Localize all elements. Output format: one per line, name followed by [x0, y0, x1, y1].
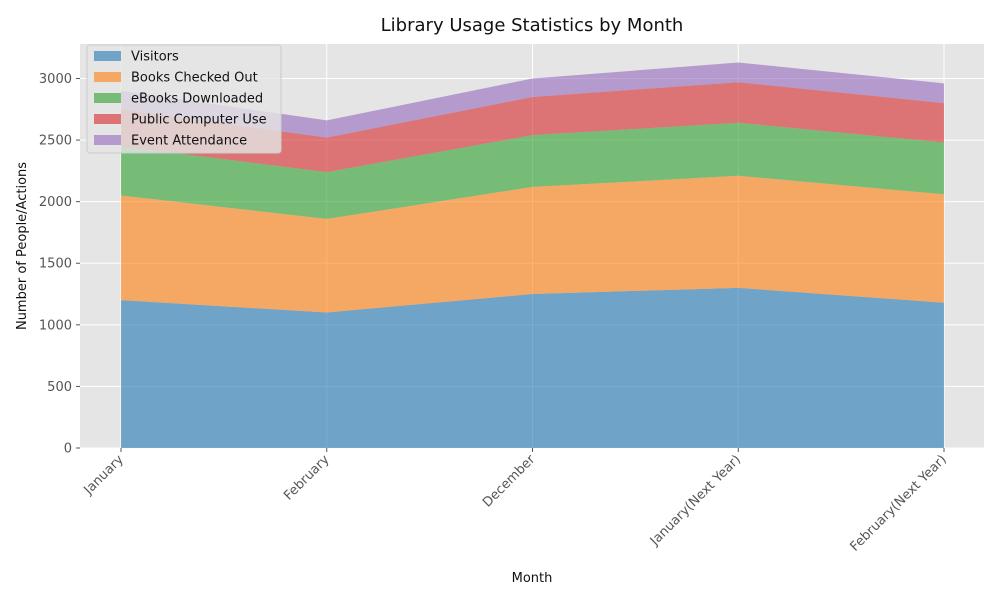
legend-label-public-computer-use: Public Computer Use [131, 113, 267, 128]
legend-label-visitors: Visitors [131, 50, 179, 65]
legend-label-ebooks-downloaded: eBooks Downloaded [131, 92, 263, 107]
legend-swatch-books-checked-out [94, 72, 121, 82]
area-event-attendance [121, 62, 944, 138]
x-tick-label: February(Next Year) [848, 452, 950, 554]
legend-swatch-visitors [94, 51, 121, 61]
y-tick-label: 2000 [39, 195, 72, 210]
legend-label-books-checked-out: Books Checked Out [131, 71, 258, 86]
legend: Visitors Books Checked Out eBooks Download… [86, 44, 282, 154]
y-axis-title: Number of People/Actions [15, 162, 30, 330]
legend-swatch-ebooks-downloaded [94, 93, 121, 103]
y-tick-label: 1000 [39, 318, 72, 333]
area-visitors [121, 287, 944, 448]
area-ebooks-downloaded [121, 122, 944, 219]
legend-label-event-attendance: Event Attendance [131, 134, 247, 149]
chart-title: Library Usage Statistics by Month [381, 15, 684, 36]
x-tick-label: January [81, 452, 127, 498]
area-books-checked-out [121, 175, 944, 313]
y-tick-label: 1500 [39, 257, 72, 272]
area-public-computer-use [121, 82, 944, 173]
x-tick-label: December [480, 452, 539, 511]
x-tick-label: February [281, 452, 333, 504]
legend-swatch-public-computer-use [94, 114, 121, 124]
y-tick-label: 500 [47, 380, 72, 395]
y-tick-label: 0 [64, 442, 72, 457]
y-tick-label: 3000 [39, 72, 72, 87]
legend-swatch-event-attendance [94, 135, 121, 145]
x-tick-label: January(Next Year) [647, 452, 744, 549]
x-axis-title: Month [512, 571, 553, 586]
y-tick-label: 2500 [39, 134, 72, 149]
legend-box [86, 44, 282, 154]
area-series [121, 62, 944, 448]
